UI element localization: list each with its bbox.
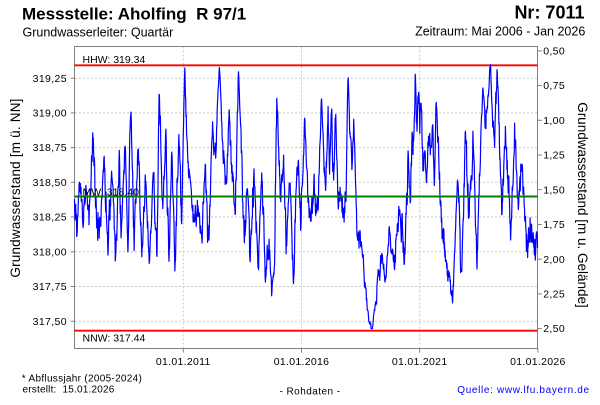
svg-text:318,75: 318,75 [33,142,67,154]
svg-text:319,25: 319,25 [33,73,67,85]
svg-text:318,50: 318,50 [33,177,67,189]
svg-text:erstellt: 15.01.2026: erstellt: 15.01.2026 [23,385,115,396]
svg-text:0,50: 0,50 [543,46,565,58]
svg-text:01.01.2016: 01.01.2016 [274,356,330,368]
svg-text:1,50: 1,50 [543,184,565,196]
svg-text:Grundwasserstand [m u. Gelände: Grundwasserstand [m u. Gelände] [575,102,590,308]
svg-text:- Rohdaten -: - Rohdaten - [280,387,341,398]
svg-text:2,25: 2,25 [543,289,565,301]
svg-text:318,25: 318,25 [33,212,67,224]
svg-text:1,25: 1,25 [543,150,565,162]
svg-text:1,00: 1,00 [543,115,565,127]
svg-text:01.01.2026: 01.01.2026 [510,356,566,368]
svg-text:01.01.2021: 01.01.2021 [392,356,448,368]
svg-text:2,00: 2,00 [543,254,565,266]
svg-text:* Abflussjahr (2005-2024): * Abflussjahr (2005-2024) [22,374,142,385]
svg-text:NNW: 317.44: NNW: 317.44 [83,333,146,345]
svg-text:Grundwasserstand [m ü. NN]: Grundwasserstand [m ü. NN] [8,98,23,277]
svg-text:Messstelle: Aholfing R 97/1: Messstelle: Aholfing R 97/1 [22,4,246,23]
svg-text:1,75: 1,75 [543,219,565,231]
svg-text:0,75: 0,75 [543,80,565,92]
svg-text:Nr: 7011: Nr: 7011 [514,3,584,23]
svg-text:2,50: 2,50 [543,323,565,335]
svg-text:HHW: 319.34: HHW: 319.34 [83,54,146,66]
svg-text:317,75: 317,75 [33,281,67,293]
svg-text:MW: 318.40: MW: 318.40 [83,186,140,198]
svg-text:318,00: 318,00 [33,246,67,258]
svg-text:319,00: 319,00 [33,108,67,120]
svg-text:317,50: 317,50 [33,316,67,328]
svg-text:01.01.2011: 01.01.2011 [156,356,211,368]
svg-text:Zeitraum: Mai 2006 - Jan 2026: Zeitraum: Mai 2006 - Jan 2026 [415,25,585,39]
svg-text:Grundwasserleiter: Quartär: Grundwasserleiter: Quartär [23,25,174,39]
svg-text:Quelle: www.lfu.bayern.de: Quelle: www.lfu.bayern.de [457,385,589,396]
